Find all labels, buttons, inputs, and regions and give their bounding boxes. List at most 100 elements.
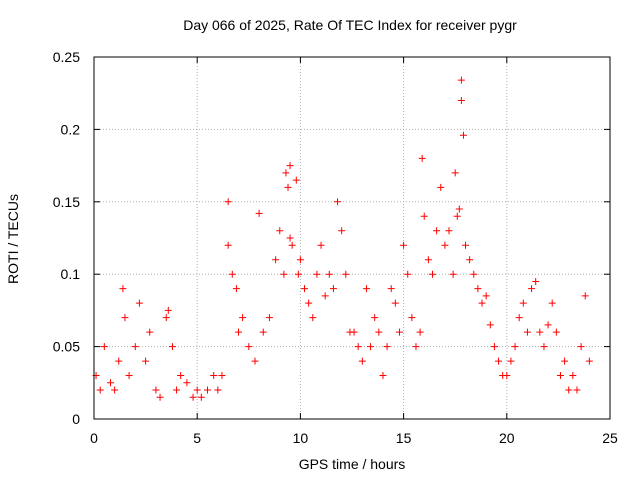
- data-point: [309, 314, 317, 322]
- data-point: [474, 285, 482, 293]
- data-point: [329, 285, 337, 293]
- data-point: [581, 292, 589, 300]
- data-point: [228, 270, 236, 278]
- data-point: [478, 299, 486, 307]
- data-point: [338, 227, 346, 235]
- data-point: [404, 270, 412, 278]
- data-point: [511, 343, 519, 351]
- data-point: [189, 393, 197, 401]
- data-point: [292, 176, 300, 184]
- axis-ticks: 0 5 10 15 20 25 0 0.05 0.1 0.15 0.2 0.25: [53, 49, 618, 446]
- data-point: [119, 285, 127, 293]
- data-point: [495, 357, 503, 365]
- data-point: [259, 328, 267, 336]
- data-point: [286, 234, 294, 242]
- data-point: [342, 270, 350, 278]
- grid-lines: [94, 57, 610, 419]
- x-tick-label: 10: [293, 430, 309, 446]
- data-point: [408, 314, 416, 322]
- data-point: [350, 328, 358, 336]
- data-point: [255, 209, 263, 217]
- data-point: [294, 270, 302, 278]
- data-point: [486, 321, 494, 329]
- y-tick-label: 0: [72, 411, 80, 427]
- data-point: [519, 299, 527, 307]
- data-point: [375, 328, 383, 336]
- data-point: [466, 256, 474, 264]
- data-point: [503, 372, 511, 380]
- data-point: [462, 241, 470, 249]
- data-point: [325, 270, 333, 278]
- data-point: [470, 270, 478, 278]
- data-point: [210, 372, 218, 380]
- data-point: [490, 343, 498, 351]
- data-point: [565, 386, 573, 394]
- data-point: [457, 76, 465, 84]
- data-point: [204, 386, 212, 394]
- data-point: [367, 343, 375, 351]
- data-point: [420, 212, 428, 220]
- data-point: [317, 241, 325, 249]
- data-point: [251, 357, 259, 365]
- data-point: [239, 314, 247, 322]
- data-point: [96, 386, 104, 394]
- data-point: [424, 256, 432, 264]
- data-point: [482, 292, 490, 300]
- data-point: [395, 328, 403, 336]
- data-point: [544, 321, 552, 329]
- data-point: [548, 299, 556, 307]
- data-point: [358, 357, 366, 365]
- data-point: [416, 328, 424, 336]
- data-point: [107, 379, 115, 387]
- data-point: [528, 285, 536, 293]
- data-point: [371, 314, 379, 322]
- data-point: [146, 328, 154, 336]
- data-point: [379, 372, 387, 380]
- data-point: [135, 299, 143, 307]
- data-point: [400, 241, 408, 249]
- data-point: [177, 372, 185, 380]
- data-point: [168, 343, 176, 351]
- data-point: [540, 343, 548, 351]
- data-point: [383, 343, 391, 351]
- data-point: [532, 277, 540, 285]
- data-point: [305, 299, 313, 307]
- data-point: [115, 357, 123, 365]
- data-point: [334, 198, 342, 206]
- data-point: [573, 386, 581, 394]
- data-point: [441, 241, 449, 249]
- data-point: [193, 386, 201, 394]
- data-point: [387, 285, 395, 293]
- data-point: [224, 241, 232, 249]
- data-point: [288, 241, 296, 249]
- data-point: [457, 96, 465, 104]
- data-point: [556, 372, 564, 380]
- data-point: [276, 227, 284, 235]
- data-point: [321, 292, 329, 300]
- data-point: [536, 328, 544, 336]
- data-point: [313, 270, 321, 278]
- y-tick-label: 0.05: [53, 339, 80, 355]
- data-point: [142, 357, 150, 365]
- data-point: [585, 357, 593, 365]
- data-point: [131, 343, 139, 351]
- chart-title: Day 066 of 2025, Rate Of TEC Index for r…: [183, 17, 517, 33]
- plot-frame: [93, 56, 611, 420]
- y-tick-label: 0.15: [53, 194, 80, 210]
- data-point: [156, 393, 164, 401]
- y-axis-label: ROTI / TECUs: [5, 194, 21, 284]
- data-point: [100, 343, 108, 351]
- data-points: [92, 76, 593, 401]
- x-tick-label: 0: [90, 430, 98, 446]
- data-point: [183, 379, 191, 387]
- data-point: [451, 169, 459, 177]
- data-point: [561, 357, 569, 365]
- data-point: [437, 183, 445, 191]
- data-point: [265, 314, 273, 322]
- data-point: [245, 343, 253, 351]
- y-tick-label: 0.2: [61, 121, 81, 137]
- data-point: [362, 285, 370, 293]
- x-tick-label: 20: [499, 430, 515, 446]
- data-point: [459, 131, 467, 139]
